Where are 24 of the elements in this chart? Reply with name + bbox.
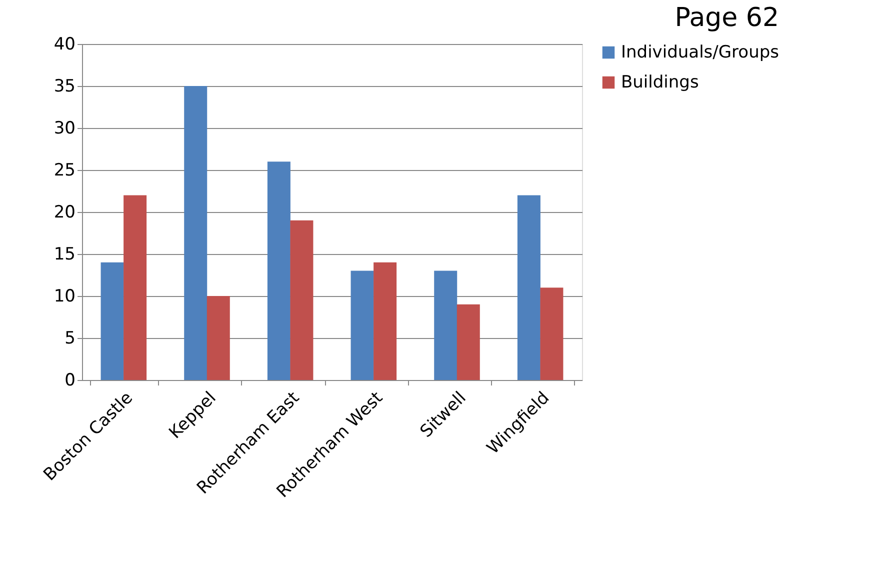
y-tick-label: 40 [54,34,76,54]
y-tick-label: 0 [64,370,76,390]
bar [540,288,564,380]
y-tick-label: 30 [54,118,76,138]
y-tick-label: 25 [54,160,76,180]
y-tick-label: 5 [64,328,76,348]
y-tick-label: 35 [54,76,76,96]
legend-label: Buildings [621,72,699,92]
bar [434,270,458,380]
bar [124,195,147,380]
text: Page 62 [674,3,779,33]
bar [290,220,314,380]
legend-label: Individuals/Groups [621,42,780,62]
bar [206,296,230,380]
bar [374,262,397,380]
bar [100,262,124,380]
bar [456,304,480,380]
y-tick-label: 10 [54,286,76,306]
bar [350,270,374,380]
bar [184,86,208,380]
bar [517,195,540,380]
bar [267,162,290,380]
y-tick-label: 20 [54,202,76,222]
y-tick-label: 15 [54,244,76,264]
